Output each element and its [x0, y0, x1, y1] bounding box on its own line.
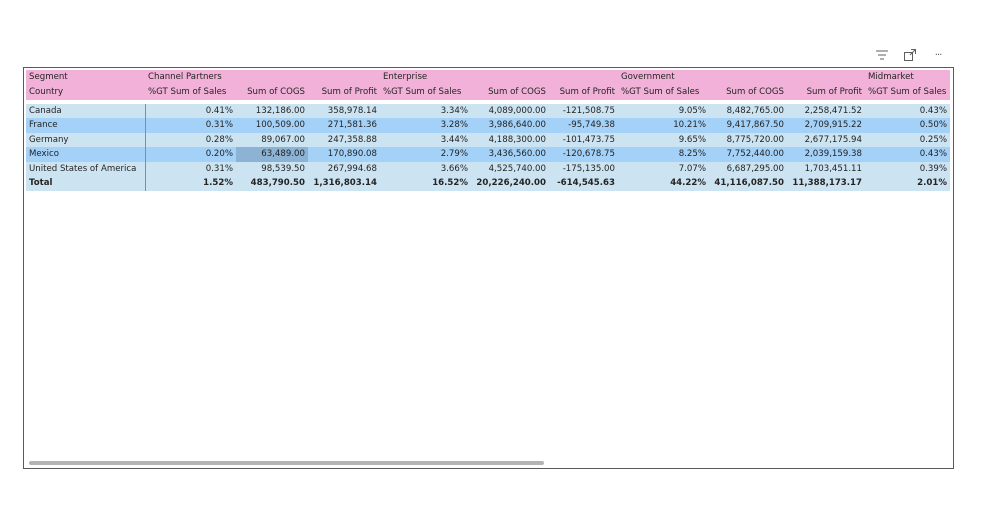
total-cell[interactable]: 11,388,173.17	[787, 176, 865, 191]
value-cell[interactable]: 9,417,867.50	[709, 118, 787, 133]
value-cell[interactable]: -121,508.75	[549, 103, 618, 118]
row-header-cell[interactable]: Germany	[26, 132, 146, 147]
row-header-cell[interactable]: Canada	[26, 103, 146, 118]
segment-header[interactable]: Channel Partners	[145, 70, 380, 85]
value-cell[interactable]: 3.66%	[380, 161, 471, 176]
segment-header[interactable]: Enterprise	[380, 70, 618, 85]
total-cell[interactable]: 1,316,803.14	[308, 176, 380, 191]
value-cell[interactable]: 7,752,440.00	[709, 147, 787, 162]
more-options-icon[interactable]: ···	[934, 49, 943, 61]
value-cell[interactable]: 4,188,300.00	[471, 132, 549, 147]
horizontal-scrollbar[interactable]	[29, 461, 544, 465]
value-cell[interactable]: 100,509.00	[236, 118, 308, 133]
value-cell[interactable]: 247,358.88	[308, 132, 380, 147]
value-cell[interactable]: 1,703,451.11	[787, 161, 865, 176]
value-cell[interactable]: 170,890.08	[308, 147, 380, 162]
matrix-table: Segment Channel Partners Enterprise Gove…	[26, 70, 950, 191]
value-cell[interactable]: 9.65%	[618, 132, 709, 147]
value-cell[interactable]: 8,775,720.00	[709, 132, 787, 147]
measure-header[interactable]: Sum of COGS	[709, 84, 787, 100]
value-cell[interactable]: 2.79%	[380, 147, 471, 162]
value-cell[interactable]: 2,039,159.38	[787, 147, 865, 162]
measure-header[interactable]: Sum of COGS	[236, 84, 308, 100]
value-cell[interactable]: 0.50%	[865, 118, 950, 133]
total-cell[interactable]: 20,226,240.00	[471, 176, 549, 191]
value-cell[interactable]: 3.44%	[380, 132, 471, 147]
total-row[interactable]: Total 1.52% 483,790.50 1,316,803.14 16.5…	[26, 176, 950, 191]
value-cell[interactable]: -120,678.75	[549, 147, 618, 162]
value-cell[interactable]: 4,089,000.00	[471, 103, 549, 118]
total-cell[interactable]: 16.52%	[380, 176, 471, 191]
row-header-country[interactable]: Country	[26, 84, 145, 100]
row-header-cell[interactable]: Mexico	[26, 147, 146, 162]
segment-header[interactable]: Midmarket	[865, 70, 950, 85]
value-cell[interactable]: 7.07%	[618, 161, 709, 176]
measure-header-row: Country %GT Sum of Sales Sum of COGS Sum…	[26, 84, 950, 100]
row-header-segment: Segment	[26, 70, 145, 85]
value-cell[interactable]: 358,978.14	[308, 103, 380, 118]
total-cell[interactable]: 2.01%	[865, 176, 950, 191]
measure-header[interactable]: %GT Sum of Sales	[618, 84, 709, 100]
value-cell[interactable]: 2,258,471.52	[787, 103, 865, 118]
filter-icon[interactable]	[874, 47, 890, 63]
value-cell[interactable]: 0.28%	[145, 132, 236, 147]
total-cell[interactable]: 1.52%	[145, 176, 236, 191]
measure-header[interactable]: %GT Sum of Sales	[865, 84, 950, 100]
value-cell[interactable]: 0.43%	[865, 103, 950, 118]
visual-header-toolbar: ···	[874, 46, 954, 64]
value-cell[interactable]: 0.41%	[145, 103, 236, 118]
value-cell[interactable]: 3.28%	[380, 118, 471, 133]
total-cell[interactable]: -614,545.63	[549, 176, 618, 191]
row-header-cell[interactable]: France	[26, 118, 146, 133]
value-cell[interactable]: 2,709,915.22	[787, 118, 865, 133]
selected-value-cell[interactable]: 63,489.00	[236, 147, 308, 162]
value-cell[interactable]: 3,986,640.00	[471, 118, 549, 133]
measure-header[interactable]: Sum of COGS	[471, 84, 549, 100]
measure-header[interactable]: %GT Sum of Sales	[380, 84, 471, 100]
value-cell[interactable]: 0.20%	[145, 147, 236, 162]
value-cell[interactable]: 98,539.50	[236, 161, 308, 176]
value-cell[interactable]: 271,581.36	[308, 118, 380, 133]
value-cell[interactable]: 2,677,175.94	[787, 132, 865, 147]
row-header-cell[interactable]: United States of America	[26, 161, 146, 176]
value-cell[interactable]: 4,525,740.00	[471, 161, 549, 176]
total-cell[interactable]: 41,116,087.50	[709, 176, 787, 191]
value-cell[interactable]: 132,186.00	[236, 103, 308, 118]
table-row[interactable]: United States of America 0.31% 98,539.50…	[26, 161, 950, 176]
value-cell[interactable]: 3,436,560.00	[471, 147, 549, 162]
value-cell[interactable]: -95,749.38	[549, 118, 618, 133]
value-cell[interactable]: 8,482,765.00	[709, 103, 787, 118]
measure-header[interactable]: Sum of Profit	[549, 84, 618, 100]
table-row[interactable]: France 0.31% 100,509.00 271,581.36 3.28%…	[26, 118, 950, 133]
value-cell[interactable]: 10.21%	[618, 118, 709, 133]
value-cell[interactable]: 0.39%	[865, 161, 950, 176]
total-label: Total	[26, 176, 146, 191]
value-cell[interactable]: 9.05%	[618, 103, 709, 118]
total-cell[interactable]: 483,790.50	[236, 176, 308, 191]
value-cell[interactable]: 89,067.00	[236, 132, 308, 147]
value-cell[interactable]: 0.43%	[865, 147, 950, 162]
segment-header-row: Segment Channel Partners Enterprise Gove…	[26, 70, 950, 85]
table-row[interactable]: Mexico 0.20% 63,489.00 170,890.08 2.79% …	[26, 147, 950, 162]
measure-header[interactable]: Sum of Profit	[308, 84, 380, 100]
value-cell[interactable]: 0.25%	[865, 132, 950, 147]
table-row[interactable]: Canada 0.41% 132,186.00 358,978.14 3.34%…	[26, 103, 950, 118]
value-cell[interactable]: 0.31%	[145, 161, 236, 176]
value-cell[interactable]: 8.25%	[618, 147, 709, 162]
header-spacer	[26, 99, 950, 104]
value-cell[interactable]: -175,135.00	[549, 161, 618, 176]
value-cell[interactable]: 267,994.68	[308, 161, 380, 176]
segment-header[interactable]: Government	[618, 70, 865, 85]
total-cell[interactable]: 44.22%	[618, 176, 709, 191]
measure-header[interactable]: %GT Sum of Sales	[145, 84, 236, 100]
matrix-visual: Segment Channel Partners Enterprise Gove…	[23, 67, 954, 469]
value-cell[interactable]: -101,473.75	[549, 132, 618, 147]
value-cell[interactable]: 3.34%	[380, 103, 471, 118]
value-cell[interactable]: 0.31%	[145, 118, 236, 133]
measure-header[interactable]: Sum of Profit	[787, 84, 865, 100]
table-row[interactable]: Germany 0.28% 89,067.00 247,358.88 3.44%…	[26, 132, 950, 147]
focus-mode-icon[interactable]	[902, 47, 918, 63]
value-cell[interactable]: 6,687,295.00	[709, 161, 787, 176]
